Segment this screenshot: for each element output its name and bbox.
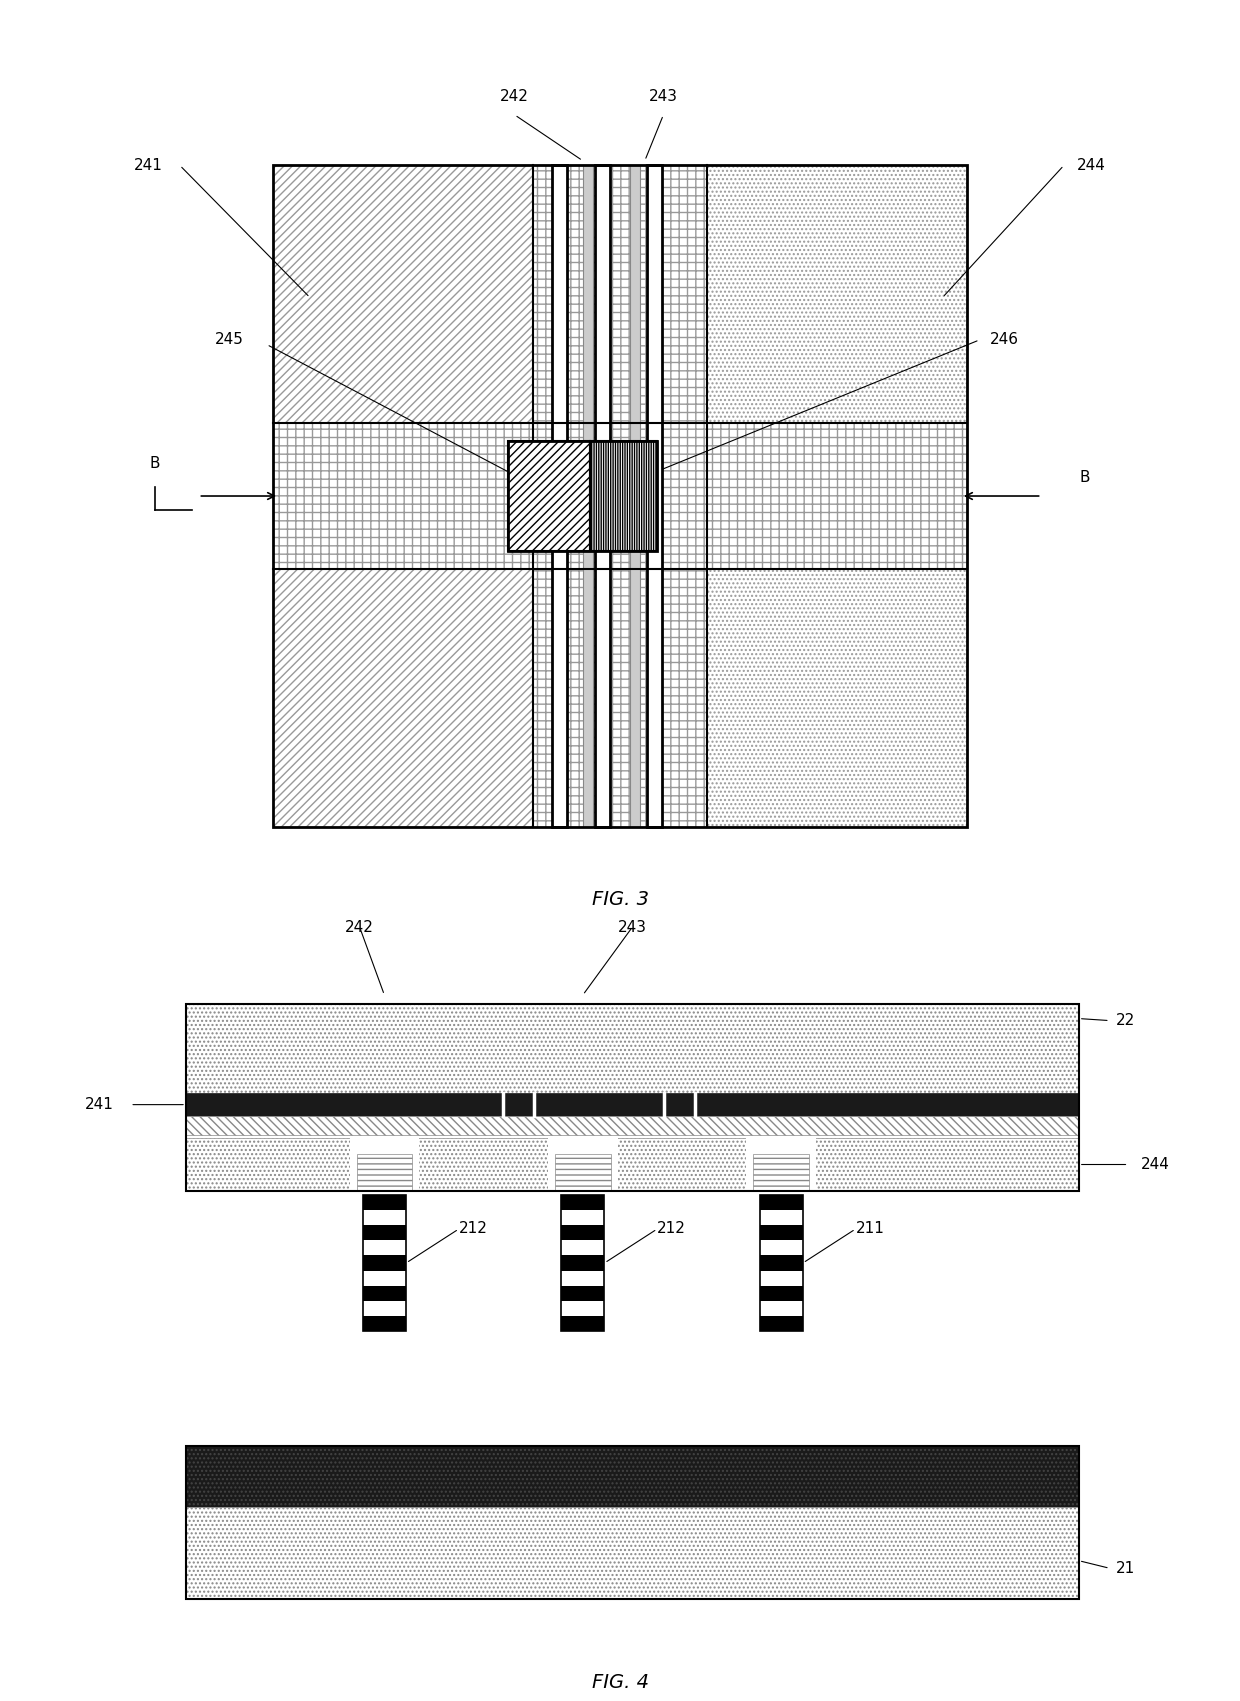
Bar — [630, 165, 640, 827]
Text: B: B — [1080, 469, 1090, 485]
Bar — [759, 1225, 804, 1240]
Bar — [707, 165, 967, 422]
Bar — [560, 1317, 604, 1332]
Bar — [273, 165, 967, 827]
Bar — [362, 1194, 407, 1209]
Bar — [273, 165, 967, 827]
Bar — [362, 1255, 407, 1271]
Bar — [362, 1317, 407, 1332]
Bar — [533, 422, 707, 570]
Text: FIG. 3: FIG. 3 — [591, 890, 649, 910]
Bar — [186, 1446, 1079, 1507]
Text: 212: 212 — [657, 1221, 686, 1237]
Bar — [273, 422, 533, 570]
Text: 246: 246 — [990, 332, 1019, 347]
Bar — [362, 1209, 407, 1225]
Bar — [560, 1240, 604, 1255]
Bar — [560, 1225, 604, 1240]
Bar — [186, 1004, 1079, 1101]
Bar — [273, 570, 533, 827]
Text: 244: 244 — [1076, 158, 1106, 174]
Bar — [759, 1317, 804, 1332]
Bar — [759, 1286, 804, 1301]
Text: 242: 242 — [500, 88, 529, 104]
Bar — [362, 1271, 407, 1286]
Bar — [759, 1271, 804, 1286]
Bar — [560, 1271, 604, 1286]
Bar — [186, 1507, 1079, 1599]
Bar — [508, 441, 590, 551]
Bar — [548, 1138, 618, 1191]
Text: B: B — [150, 456, 160, 471]
Bar — [273, 165, 533, 422]
Text: 243: 243 — [649, 88, 678, 104]
Bar — [362, 1240, 407, 1255]
Text: 241: 241 — [134, 158, 164, 174]
Text: 241: 241 — [84, 1097, 114, 1112]
Bar — [560, 1301, 604, 1317]
Bar — [533, 165, 707, 422]
Text: 242: 242 — [345, 920, 374, 934]
Bar — [560, 1255, 604, 1271]
Text: 243: 243 — [618, 920, 647, 934]
Bar — [362, 1286, 407, 1301]
Bar — [746, 1138, 816, 1191]
Bar — [759, 1255, 804, 1271]
Bar — [186, 1094, 1079, 1116]
Bar — [560, 1286, 604, 1301]
Bar — [759, 1240, 804, 1255]
Bar — [707, 570, 967, 827]
Bar — [707, 422, 967, 570]
Bar — [186, 1116, 1079, 1135]
Bar — [357, 1153, 412, 1191]
Text: FIG. 4: FIG. 4 — [591, 1674, 649, 1692]
Bar — [754, 1153, 808, 1191]
Text: 22: 22 — [1116, 1014, 1136, 1027]
Text: 245: 245 — [215, 332, 244, 347]
Bar — [556, 1153, 610, 1191]
Text: 212: 212 — [459, 1221, 487, 1237]
Bar — [362, 1196, 407, 1332]
Text: 211: 211 — [856, 1221, 884, 1237]
Bar — [647, 165, 662, 827]
Bar — [759, 1209, 804, 1225]
Bar — [533, 570, 707, 827]
Bar — [759, 1196, 804, 1332]
Text: 244: 244 — [1141, 1157, 1169, 1172]
Bar — [759, 1194, 804, 1209]
Text: 21: 21 — [1116, 1562, 1136, 1575]
Bar — [186, 1138, 1079, 1191]
Bar — [362, 1225, 407, 1240]
Bar — [186, 1004, 1079, 1191]
Bar — [362, 1301, 407, 1317]
Bar — [759, 1301, 804, 1317]
Bar — [350, 1138, 419, 1191]
Bar — [590, 441, 657, 551]
Bar — [508, 441, 657, 551]
Bar — [583, 165, 593, 827]
Bar — [560, 1194, 604, 1209]
Bar — [552, 165, 567, 827]
Bar — [595, 165, 610, 827]
Bar — [560, 1209, 604, 1225]
Bar — [186, 1446, 1079, 1599]
Bar — [560, 1196, 604, 1332]
